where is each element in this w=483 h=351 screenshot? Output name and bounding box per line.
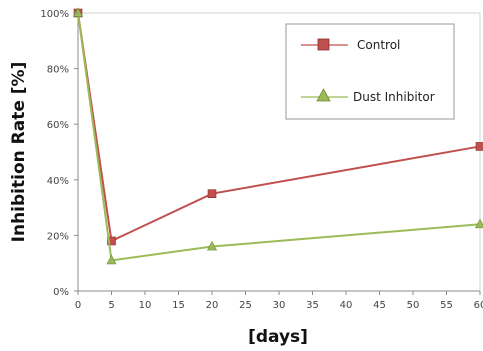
x-tick-label: 10 bbox=[139, 300, 152, 311]
series-line-dust-inhibitor bbox=[77, 12, 481, 262]
data-point-dust-inhibitor bbox=[207, 240, 217, 251]
x-tick-label: 30 bbox=[273, 300, 286, 311]
y-tick-label: 20% bbox=[47, 231, 69, 242]
legend-label-dust-inhibitor: Dust Inhibitor bbox=[353, 90, 435, 104]
y-tick-label: 80% bbox=[47, 65, 69, 76]
x-tick-label: 0 bbox=[75, 300, 81, 311]
legend-box bbox=[285, 23, 455, 120]
x-tick-label: 20 bbox=[206, 300, 219, 311]
y-tick-label: 100% bbox=[40, 9, 69, 20]
data-point-control bbox=[475, 142, 483, 151]
x-tick-label: 15 bbox=[172, 300, 185, 311]
x-tick-label: 55 bbox=[440, 300, 453, 311]
data-point-control bbox=[107, 236, 116, 246]
y-axis-title: Inhibition Rate [%] bbox=[9, 62, 29, 243]
x-tick-label: 25 bbox=[239, 300, 252, 311]
y-tick-label: 40% bbox=[47, 176, 69, 187]
x-axis-ticks: 0 5 10 15 20 25 30 35 40 45 50 55 60 bbox=[75, 291, 483, 311]
y-axis-ticks: 0% 20% 40% 60% 80% 100% bbox=[40, 9, 78, 298]
legend-marker-control bbox=[317, 38, 330, 51]
legend-label-control: Control bbox=[357, 38, 400, 52]
legend: Control Dust Inhibitor bbox=[285, 23, 455, 120]
x-axis-title: [days] bbox=[248, 327, 308, 347]
data-point-dust-inhibitor bbox=[106, 254, 117, 265]
x-tick-label: 40 bbox=[340, 300, 353, 311]
series-line-control bbox=[77, 12, 481, 243]
data-point-control bbox=[207, 189, 217, 198]
x-tick-label: 45 bbox=[373, 300, 386, 311]
x-tick-label: 5 bbox=[108, 300, 114, 311]
y-tick-label: 60% bbox=[47, 120, 69, 131]
y-tick-label: 0% bbox=[53, 287, 69, 298]
data-point-dust-inhibitor bbox=[475, 218, 483, 229]
x-tick-label: 50 bbox=[407, 300, 420, 311]
x-tick-label: 35 bbox=[306, 300, 319, 311]
data-point-dust-inhibitor bbox=[73, 7, 83, 17]
legend-marker-dust-inhibitor bbox=[316, 88, 331, 102]
x-tick-label: 60 bbox=[474, 300, 483, 311]
